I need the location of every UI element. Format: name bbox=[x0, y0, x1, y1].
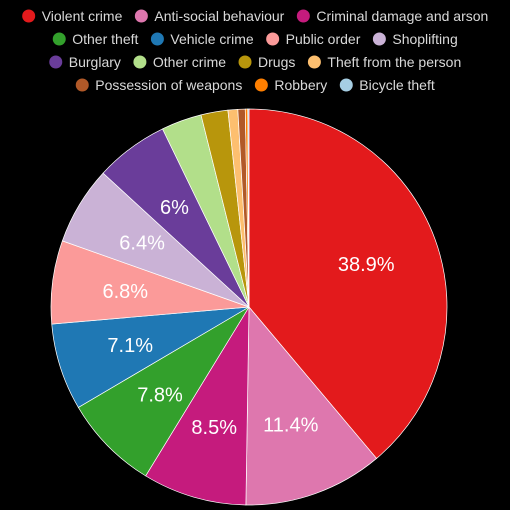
legend-label: Theft from the person bbox=[327, 54, 461, 70]
legend-label: Burglary bbox=[69, 54, 121, 70]
legend-item-bicycle-theft: Bicycle theft bbox=[339, 77, 435, 93]
legend-swatch bbox=[254, 78, 268, 92]
legend-item-possession-of-weapons: Possession of weapons bbox=[75, 77, 242, 93]
legend: Violent crime Anti-social behaviour Crimin… bbox=[22, 8, 488, 93]
pie-slice-anti-social-behaviour bbox=[245, 306, 378, 506]
legend-item-violent-crime: Violent crime bbox=[22, 8, 123, 24]
slice-label-other-theft: 7.8% bbox=[137, 384, 183, 406]
legend-swatch bbox=[49, 55, 63, 69]
legend-label: Robbery bbox=[274, 77, 327, 93]
legend-swatch bbox=[52, 32, 66, 46]
legend-label: Public order bbox=[286, 31, 361, 47]
legend-item-theft-from-the-person: Theft from the person bbox=[307, 54, 461, 70]
legend-label: Violent crime bbox=[42, 8, 123, 24]
pie-slice-violent-crime bbox=[248, 108, 448, 459]
legend-item-shoplifting: Shoplifting bbox=[372, 31, 458, 47]
legend-item-burglary: Burglary bbox=[49, 54, 121, 70]
pie-slice-criminal-damage-and-arson bbox=[145, 305, 250, 506]
legend-label: Other theft bbox=[72, 31, 138, 47]
legend-label: Criminal damage and arson bbox=[316, 8, 488, 24]
slice-label-vehicle-crime: 7.1% bbox=[107, 335, 153, 357]
legend-item-drugs: Drugs bbox=[238, 54, 295, 70]
slice-label-public-order: 6.8% bbox=[103, 281, 149, 303]
legend-label: Bicycle theft bbox=[359, 77, 435, 93]
legend-swatch bbox=[339, 78, 353, 92]
legend-label: Possession of weapons bbox=[95, 77, 242, 93]
pie-slice-bicycle-theft bbox=[247, 108, 250, 308]
legend-swatch bbox=[296, 9, 310, 23]
legend-item-anti-social-behaviour: Anti-social behaviour bbox=[134, 8, 285, 24]
slice-label-violent-crime: 38.9% bbox=[338, 254, 395, 276]
legend-item-robbery: Robbery bbox=[254, 77, 327, 93]
legend-swatch bbox=[22, 9, 36, 23]
legend-item-other-theft: Other theft bbox=[52, 31, 138, 47]
legend-swatch bbox=[75, 78, 89, 92]
legend-swatch bbox=[372, 32, 386, 46]
legend-item-other-crime: Other crime bbox=[133, 54, 226, 70]
slice-label-shoplifting: 6.4% bbox=[119, 233, 165, 255]
slice-label-anti-social-behaviour: 11.4% bbox=[263, 415, 318, 437]
legend-swatch bbox=[266, 32, 280, 46]
legend-swatch bbox=[134, 9, 148, 23]
legend-item-vehicle-crime: Vehicle crime bbox=[150, 31, 254, 47]
legend-swatch bbox=[150, 32, 164, 46]
legend-item-criminal-damage-and-arson: Criminal damage and arson bbox=[296, 8, 488, 24]
slice-label-criminal-damage-and-arson: 8.5% bbox=[191, 417, 237, 439]
legend-label: Vehicle crime bbox=[170, 31, 253, 47]
slice-labels: 38.9% 11.4% 8.5% 7.8% 7.1% 6.8% 6.4% 6% bbox=[103, 197, 395, 439]
legend-swatch bbox=[133, 55, 147, 69]
legend-swatch bbox=[238, 55, 252, 69]
pie-slices bbox=[50, 108, 448, 506]
legend-label: Shoplifting bbox=[392, 31, 457, 47]
legend-label: Anti-social behaviour bbox=[154, 8, 284, 24]
pie-slice-other-theft bbox=[77, 306, 250, 477]
slice-label-burglary: 6% bbox=[160, 197, 189, 219]
legend-swatch bbox=[307, 55, 321, 69]
legend-label: Other crime bbox=[153, 54, 226, 70]
legend-label: Drugs bbox=[258, 54, 295, 70]
legend-item-public-order: Public order bbox=[266, 31, 361, 47]
